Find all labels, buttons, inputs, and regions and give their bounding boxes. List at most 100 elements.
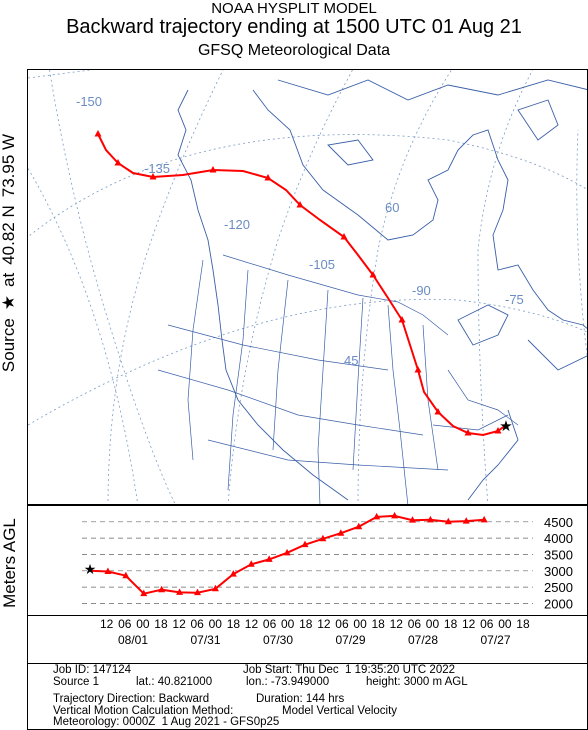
hour-label: 06 [263, 617, 277, 631]
height-marker [355, 522, 363, 530]
height-marker [176, 588, 184, 595]
hour-label: 12 [100, 617, 114, 631]
height-marker [104, 567, 112, 574]
lon-label-150: -150 [76, 94, 102, 109]
height-marker [301, 540, 309, 548]
lon-label-75: -75 [505, 292, 524, 307]
hour-label: 06 [118, 617, 132, 631]
height-marker [229, 570, 237, 577]
height-axis-label: Meters AGL [0, 518, 19, 608]
trajectory-markers [94, 130, 502, 436]
vertical-motion-value: Model Vertical Velocity [282, 705, 398, 717]
height-tick-label: 2500 [544, 580, 573, 595]
graticule [28, 70, 587, 504]
lon-label-90: -90 [412, 283, 431, 298]
us-canada-border [222, 254, 449, 336]
hour-label: 12 [245, 617, 259, 631]
lat-line-60 [28, 134, 587, 238]
height-panel: 4500 4000 3500 3000 2500 2000 ★ [27, 505, 588, 616]
date-label: 07/28 [408, 633, 438, 647]
trajectory-path [97, 133, 507, 437]
height-marker [140, 589, 148, 597]
hour-label: 00 [426, 617, 440, 631]
at-text: at [0, 272, 18, 287]
job-info-panel: Job ID: 147124 Job Start: Thu Dec 1 19:3… [27, 664, 588, 730]
trajectory-marker [369, 271, 377, 278]
coastline [177, 79, 587, 501]
source-lat: lat.: 40.821000 [136, 676, 213, 688]
height-start-star-icon: ★ [84, 561, 97, 577]
lon-label-120: -120 [224, 217, 250, 232]
source-lat-text: 40.82 N [0, 205, 18, 265]
height-marker [265, 555, 273, 562]
date-label: 07/30 [263, 633, 293, 647]
hour-label: 18 [227, 617, 241, 631]
source-star-icon: ★ [0, 294, 18, 311]
trajectory-marker [340, 233, 348, 240]
hour-label: 00 [136, 617, 150, 631]
lat-line-45 [28, 298, 587, 426]
trajectory-title: Backward trajectory ending at 1500 UTC 0… [66, 16, 522, 38]
vertical-motion-method: Vertical Motion Calculation Method: [53, 705, 234, 717]
trajectory-marker [264, 174, 272, 181]
height-marker [480, 515, 488, 523]
job-start: Job Start: Thu Dec 1 19:35:20 UTC 2022 [243, 664, 456, 676]
lon-label-135: -135 [144, 161, 170, 176]
lon-label-105: -105 [309, 257, 335, 272]
meteorology: Meteorology: 0000Z 1 Aug 2021 - GFS0p25 [53, 716, 280, 728]
hour-label: 18 [299, 617, 313, 631]
duration: Duration: 144 hrs [256, 693, 345, 705]
hour-label: 00 [281, 617, 295, 631]
height-marker [444, 517, 452, 525]
lat-label-45: 45 [344, 353, 358, 368]
time-axis: 12 06 00 18 12 06 00 18 12 06 00 18 12 06 00 18 12 06 00 18… [27, 616, 588, 664]
job-id: Job ID: 147124 [53, 664, 132, 676]
date-label: 08/01 [118, 633, 148, 647]
height-marker [462, 517, 470, 524]
trajectory-marker [434, 408, 442, 415]
date-label: 07/27 [481, 633, 511, 647]
model-title: NOAA HYSPLIT MODEL [211, 0, 377, 17]
trajectory-marker [209, 166, 217, 173]
source-lon-text: 73.95 W [0, 133, 18, 198]
height-tick-label: 3500 [544, 547, 573, 562]
meteorological-data-title: GFSQ Meteorological Data [197, 42, 391, 59]
trajectory-marker [296, 201, 304, 208]
hour-label: 00 [353, 617, 367, 631]
trajectory-marker [494, 427, 502, 434]
height-tick-label: 2000 [544, 596, 573, 611]
hour-label: 00 [498, 617, 512, 631]
height-marker [283, 548, 291, 556]
hour-label: 18 [444, 617, 458, 631]
date-label: 07/31 [191, 633, 221, 647]
height-marker [247, 560, 255, 567]
lat-label-60: 60 [385, 200, 399, 215]
trajectory-marker [464, 429, 472, 436]
height-marker [158, 585, 166, 593]
hour-label: 00 [209, 617, 223, 631]
hour-label: 06 [480, 617, 494, 631]
hour-label: 18 [154, 617, 168, 631]
trajectory-marker [414, 366, 422, 373]
source-location-label: Source ★ at 40.82 N 73.95 W [0, 73, 21, 433]
trajectory-marker [398, 316, 406, 323]
trajectory-marker [94, 130, 102, 137]
source-number: Source 1 [53, 676, 100, 688]
political-borders [157, 254, 519, 504]
hour-label: 12 [462, 617, 476, 631]
source-lon: lon.: -73.949000 [246, 676, 330, 688]
height-marker [319, 534, 327, 542]
height-marker [409, 516, 416, 523]
height-marker [337, 529, 345, 536]
height-marker [426, 515, 434, 523]
height-marker [122, 571, 130, 579]
height-marker [211, 584, 219, 592]
hour-label: 12 [317, 617, 331, 631]
hour-label: 06 [191, 617, 205, 631]
trajectory-marker [149, 173, 157, 180]
height-tick-label: 4500 [544, 515, 573, 530]
hour-label: 12 [390, 617, 404, 631]
hour-label: 06 [408, 617, 422, 631]
map-canvas: -150 -135 -120 -105 -90 -75 60 45 ★ [28, 70, 587, 504]
hour-label: 18 [516, 617, 530, 631]
